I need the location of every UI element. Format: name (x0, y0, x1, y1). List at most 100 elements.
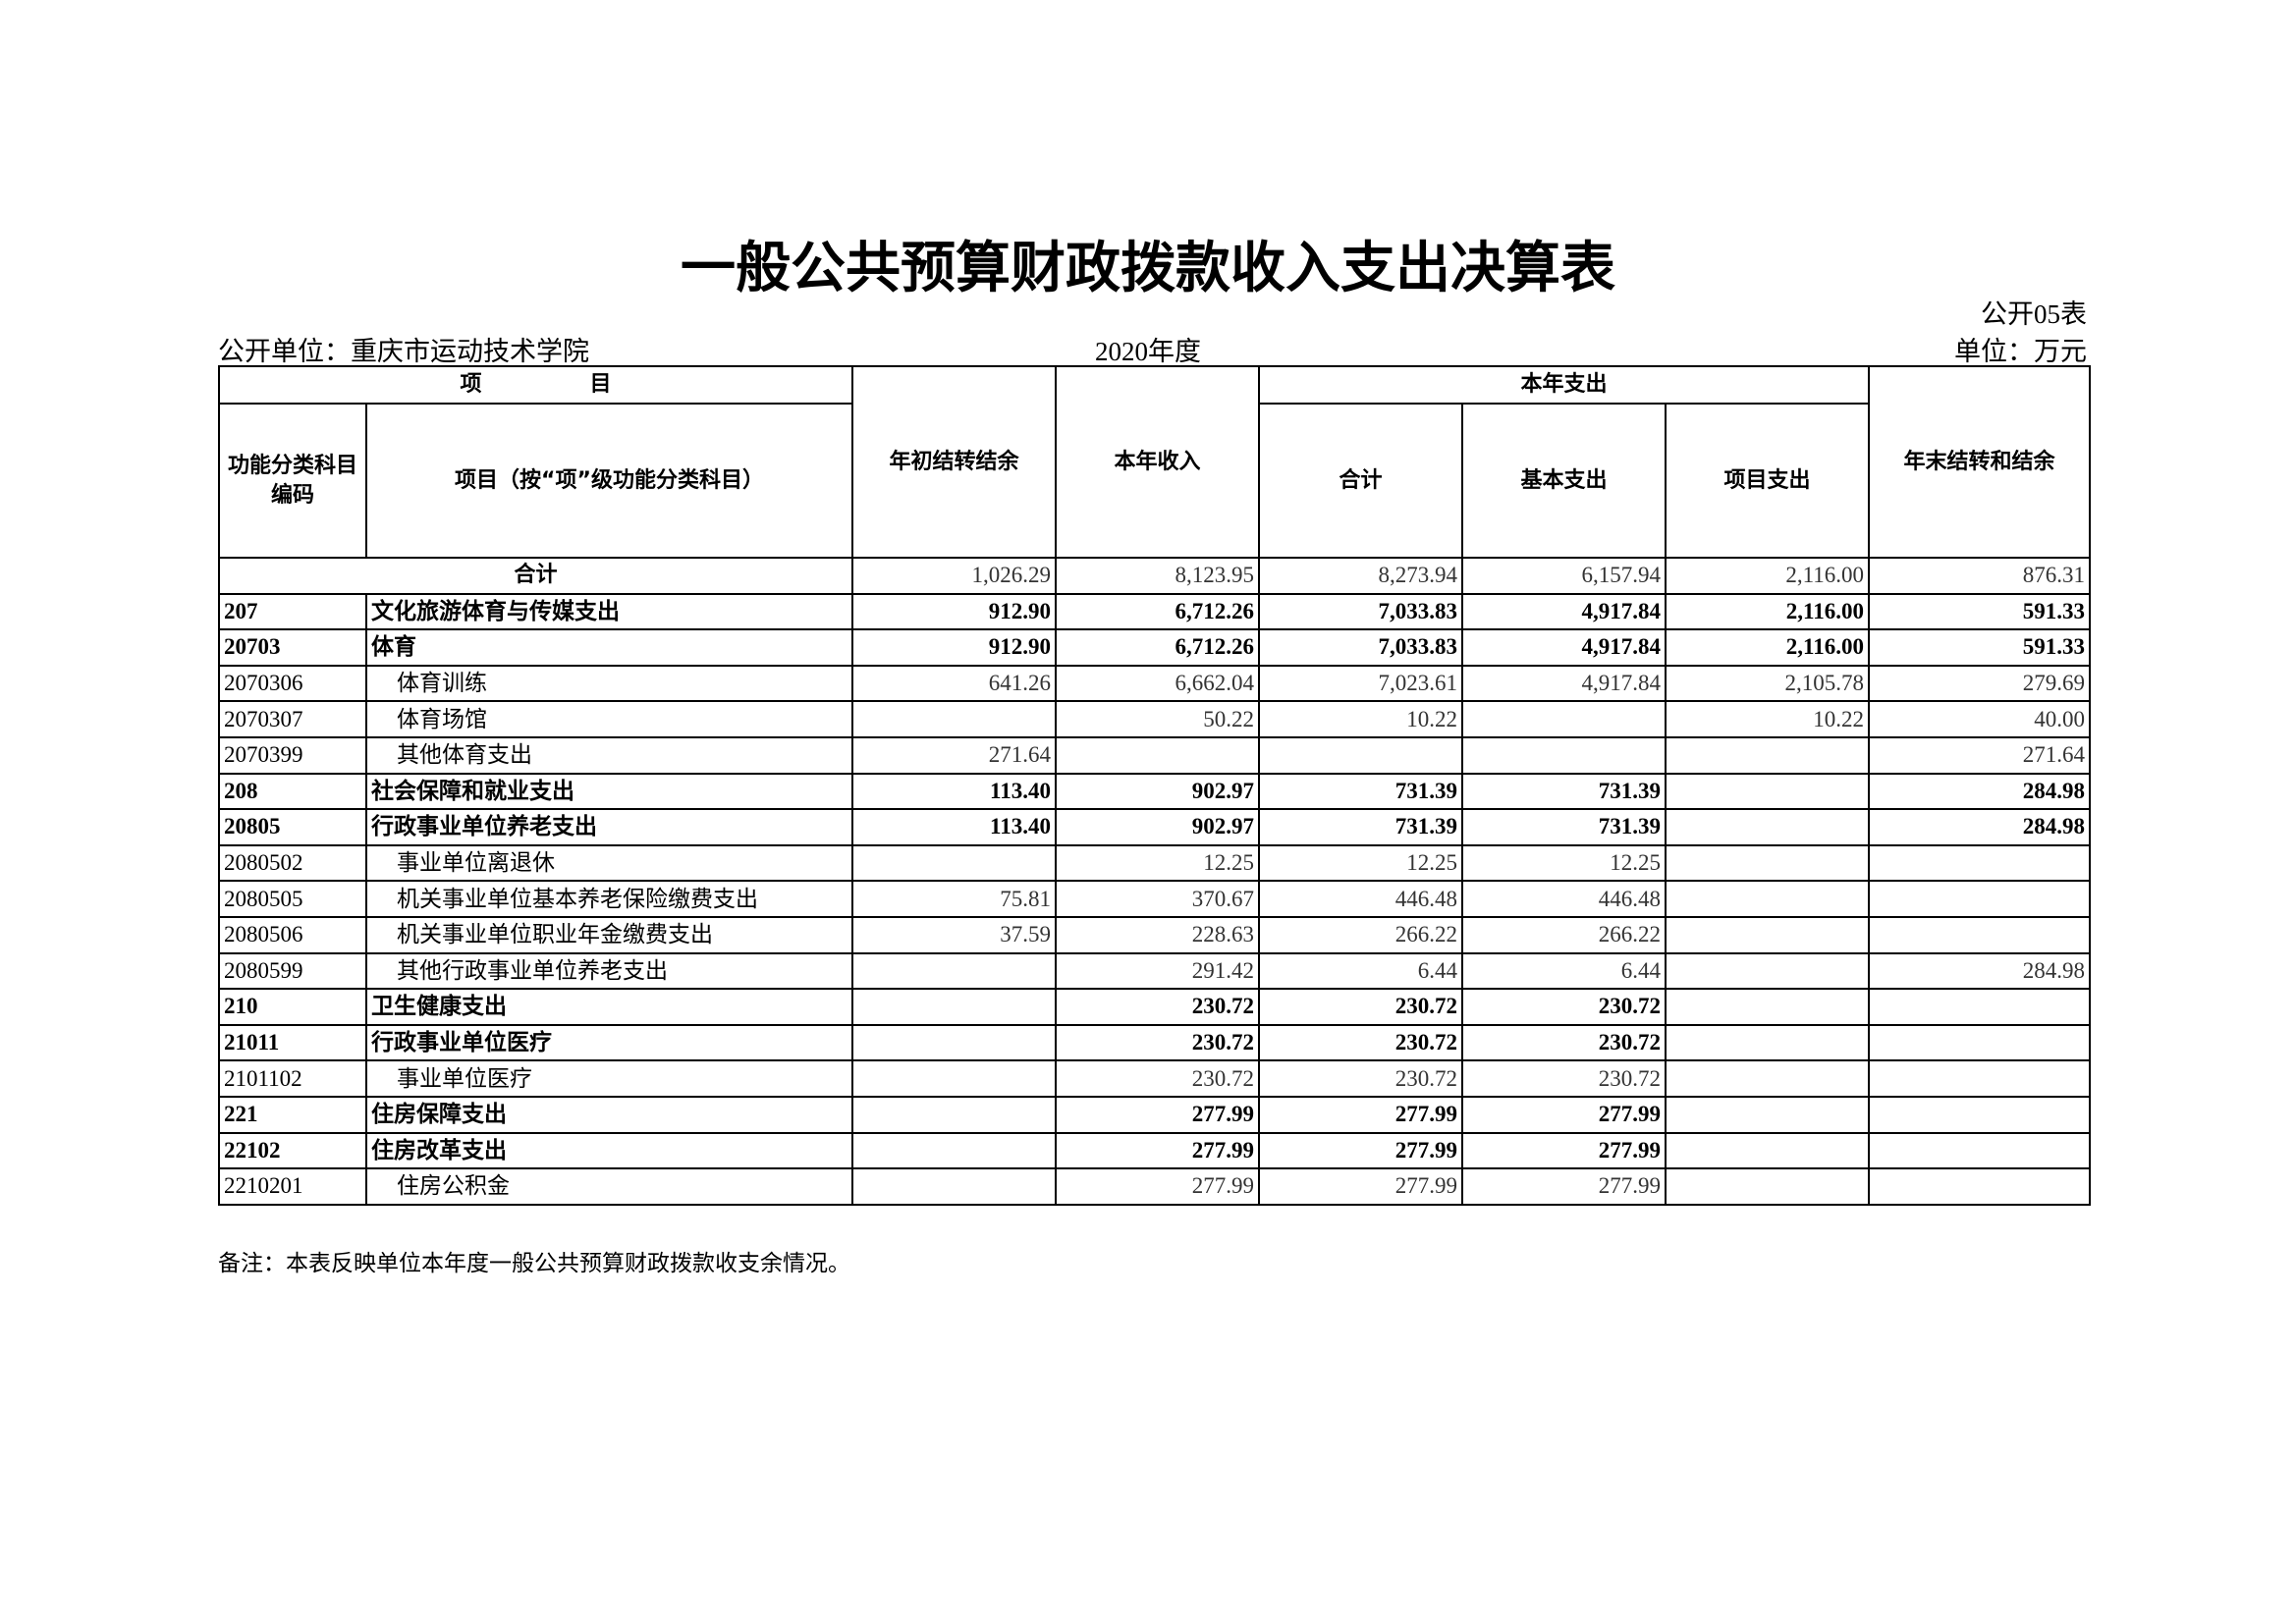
cell: 277.99 (1461, 1131, 1667, 1170)
header-cell: 本年收入 (1055, 365, 1261, 559)
cell: 277.99 (1258, 1167, 1464, 1206)
cell (851, 1095, 1058, 1134)
row: 207 文化旅游体育与传媒支出 912.90 6,712.26 7,033.83 4,91… (218, 592, 2092, 631)
cell: 266.22 (1258, 915, 1464, 954)
cell: 912.90 (851, 592, 1058, 631)
cell: 208 (218, 772, 367, 811)
header-cell: 功能分类科目编码 (218, 403, 367, 559)
cell: 6,712.26 (1055, 628, 1261, 667)
row: 2080506 机关事业单位职业年金缴费支出 37.59 228.63 266.22 26… (218, 915, 2092, 954)
cell: 284.98 (1868, 951, 2092, 991)
header-cell: 项 目 (217, 365, 854, 405)
cell (1665, 843, 1871, 883)
cell (851, 843, 1058, 883)
cell: 876.31 (1868, 557, 2092, 595)
header-cell: 项目（按“项”级功能分类科目） (364, 403, 854, 559)
cell (1055, 735, 1261, 775)
cell: 591.33 (1868, 592, 2092, 631)
cell: 体育 (364, 628, 854, 667)
cell (1665, 808, 1871, 846)
cell: 271.64 (851, 735, 1058, 775)
cell: 277.99 (1055, 1095, 1261, 1134)
cell: 2080505 (218, 880, 367, 918)
cell: 6,157.94 (1461, 557, 1667, 595)
cell: 10.22 (1258, 700, 1464, 738)
cell: 446.48 (1258, 880, 1464, 918)
cell: 591.33 (1868, 628, 2092, 667)
cell: 行政事业单位医疗 (364, 1023, 854, 1062)
header-cell: 合计 (1258, 403, 1464, 559)
cell (1665, 772, 1871, 811)
cell (1868, 1023, 2092, 1062)
cell: 21011 (218, 1023, 367, 1062)
row: 2210201 住房公积金 277.99 277.99 277.99 (218, 1167, 2092, 1206)
cell: 8,123.95 (1055, 557, 1261, 595)
cell: 行政事业单位养老支出 (364, 808, 854, 846)
cell: 2070306 (218, 664, 367, 703)
row: 2070399 其他体育支出 271.64 271.64 (218, 735, 2092, 775)
row: 208 社会保障和就业支出 113.40 902.97 731.39 731.39 284.… (218, 772, 2092, 811)
cell: 2,116.00 (1665, 557, 1871, 595)
row: 2070307 体育场馆 50.22 10.22 10.22 40.00 (218, 700, 2092, 738)
cell: 其他行政事业单位养老支出 (364, 951, 854, 991)
cell: 事业单位离退休 (364, 843, 854, 883)
cell: 4,917.84 (1461, 592, 1667, 631)
cell (851, 988, 1058, 1026)
cell: 体育场馆 (364, 700, 854, 738)
cell: 事业单位医疗 (364, 1059, 854, 1098)
cell: 10.22 (1665, 700, 1871, 738)
row: 20703 体育 912.90 6,712.26 7,033.83 4,917.84 2,1… (218, 628, 2092, 667)
cell (1461, 735, 1667, 775)
cell: 230.72 (1055, 988, 1261, 1026)
cell: 271.64 (1868, 735, 2092, 775)
cell: 113.40 (851, 772, 1058, 811)
cell: 2210201 (218, 1167, 367, 1206)
cell: 221 (218, 1095, 367, 1134)
cell (851, 700, 1058, 738)
cell: 230.72 (1258, 988, 1464, 1026)
cell: 230.72 (1461, 988, 1667, 1026)
cell: 7,023.61 (1258, 664, 1464, 703)
cell: 机关事业单位基本养老保险缴费支出 (364, 880, 854, 918)
cell (1665, 915, 1871, 954)
cell: 641.26 (851, 664, 1058, 703)
row: 2080599 其他行政事业单位养老支出 291.42 6.44 6.44 284.98 (218, 951, 2092, 991)
cell: 902.97 (1055, 772, 1261, 811)
cell: 230.72 (1461, 1059, 1667, 1098)
cell: 6,712.26 (1055, 592, 1261, 631)
cell: 277.99 (1461, 1167, 1667, 1206)
cell: 7,033.83 (1258, 628, 1464, 667)
note: 备注：本表反映单位本年度一般公共预算财政拨款收支余情况。 (218, 1251, 850, 1275)
cell: 277.99 (1461, 1095, 1667, 1134)
cell: 207 (218, 592, 367, 631)
cell (1665, 880, 1871, 918)
cell (1868, 1167, 2092, 1206)
cell (851, 951, 1058, 991)
cell: 277.99 (1055, 1131, 1261, 1170)
cell: 731.39 (1258, 808, 1464, 846)
cell (1868, 1095, 2092, 1134)
cell: 284.98 (1868, 808, 2092, 846)
table: 项 目 年初结转结余 本年收入 本年支出 年末结转和结余 功能分类科目编码 项目… (217, 365, 2092, 1206)
cell: 230.72 (1258, 1023, 1464, 1062)
cell: 住房公积金 (364, 1167, 854, 1206)
cell: 机关事业单位职业年金缴费支出 (364, 915, 854, 954)
cell: 合计 (217, 557, 854, 595)
cell (1665, 951, 1871, 991)
cell (1665, 1131, 1871, 1170)
cell: 体育训练 (364, 664, 854, 703)
cell: 266.22 (1461, 915, 1667, 954)
cell: 2070399 (218, 735, 367, 775)
cell (851, 1059, 1058, 1098)
cell: 7,033.83 (1258, 592, 1464, 631)
cell (1665, 1023, 1871, 1062)
header-cell: 项目支出 (1665, 403, 1871, 559)
cell (1868, 988, 2092, 1026)
cell: 731.39 (1258, 772, 1464, 811)
row: 21011 行政事业单位医疗 230.72 230.72 230.72 (218, 1023, 2092, 1062)
title: 一般公共预算财政拨款收入支出决算表 (681, 237, 1615, 300)
cell: 731.39 (1461, 772, 1667, 811)
unit: 单位：万元 (1954, 337, 2087, 366)
cell (1258, 735, 1464, 775)
